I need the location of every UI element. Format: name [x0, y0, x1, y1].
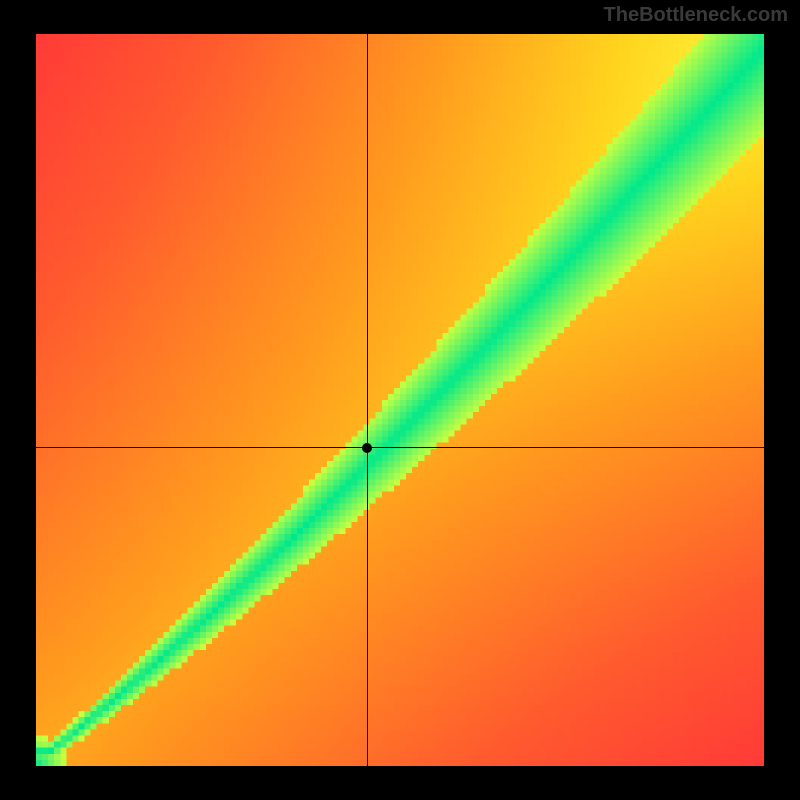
heatmap-canvas	[36, 34, 764, 766]
crosshair-vertical	[367, 34, 368, 766]
heatmap-plot-area	[36, 34, 764, 766]
crosshair-horizontal	[36, 447, 764, 448]
watermark-text: TheBottleneck.com	[604, 4, 788, 27]
crosshair-marker	[362, 443, 372, 453]
